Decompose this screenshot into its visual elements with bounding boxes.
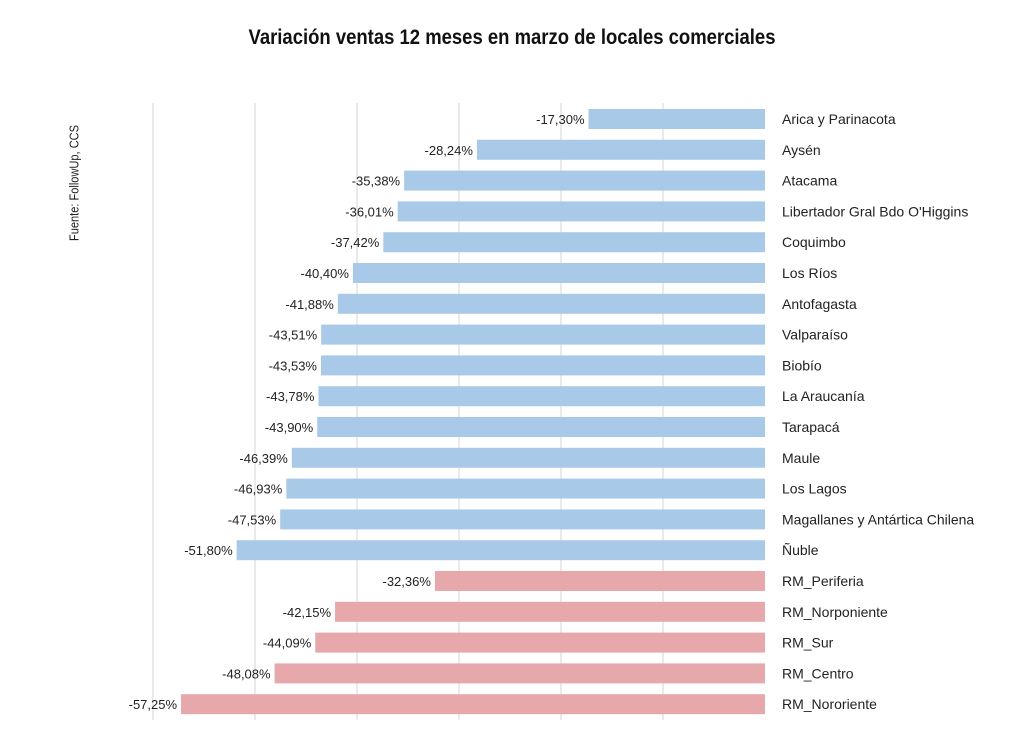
data-label: -43,90% (265, 420, 314, 435)
data-label: -43,51% (269, 328, 318, 343)
category-label: La Araucanía (782, 388, 865, 404)
bar (280, 509, 765, 530)
category-label: Antofagasta (782, 296, 857, 312)
category-label: RM_Sur (782, 635, 834, 651)
bar (335, 601, 765, 622)
data-label: -41,88% (285, 297, 334, 312)
data-label: -40,40% (300, 266, 349, 281)
chart-title: Variación ventas 12 meses en marzo de lo… (248, 26, 776, 49)
category-label: Arica y Parinacota (782, 111, 896, 127)
data-label: -46,39% (239, 451, 288, 466)
category-label: Maule (782, 450, 820, 466)
category-label: Libertador Gral Bdo O'Higgins (782, 203, 968, 219)
bar (274, 663, 765, 684)
bar (352, 263, 765, 283)
data-label: -35,38% (352, 174, 401, 189)
category-label: Aysén (782, 142, 821, 158)
category-label: Los Lagos (782, 481, 847, 497)
data-label: -42,15% (283, 605, 332, 620)
category-label: Los Ríos (782, 265, 837, 281)
bar (397, 201, 765, 222)
category-label: Magallanes y Antártica Chilena (782, 511, 974, 527)
bar-layer (181, 109, 766, 715)
data-label: -37,42% (331, 235, 380, 250)
bar (476, 139, 765, 160)
bar (321, 324, 765, 345)
category-label: Biobío (782, 357, 822, 373)
data-label: -48,08% (222, 666, 271, 681)
data-label: -28,24% (425, 143, 474, 158)
bar (337, 293, 765, 314)
data-label: -47,53% (228, 512, 277, 527)
category-label: Atacama (782, 173, 837, 189)
bar (315, 632, 765, 653)
category-label: RM_Nororiente (782, 696, 877, 712)
category-label: Coquimbo (782, 234, 846, 250)
data-label: -57,25% (129, 697, 178, 712)
bar (291, 447, 765, 468)
data-label: -51,80% (184, 543, 233, 558)
category-label: Tarapacá (782, 419, 840, 435)
data-label: -43,78% (266, 389, 315, 404)
bar (320, 355, 765, 376)
category-label: RM_Centro (782, 665, 854, 681)
data-label: -43,53% (269, 358, 318, 373)
category-label: RM_Periferia (782, 573, 864, 589)
bar (318, 386, 765, 407)
data-label: -44,09% (263, 636, 312, 651)
bar (181, 694, 766, 715)
data-label: -32,36% (383, 574, 432, 589)
bar (317, 417, 765, 437)
category-label: Ñuble (782, 542, 819, 558)
data-label: -17,30% (536, 112, 585, 127)
category-label: RM_Norponiente (782, 604, 888, 620)
bar (236, 540, 765, 561)
label-layer: -17,30% Arica y Parinacota -28,24% Aysén -35… (129, 111, 975, 712)
category-label: Valparaíso (782, 327, 848, 343)
bar (434, 571, 765, 591)
bar (383, 232, 765, 253)
data-label: -36,01% (345, 204, 394, 219)
data-label: -46,93% (234, 482, 283, 497)
bar (286, 478, 765, 499)
bar (588, 109, 765, 129)
grid-layer (152, 103, 664, 720)
bar (404, 170, 765, 191)
